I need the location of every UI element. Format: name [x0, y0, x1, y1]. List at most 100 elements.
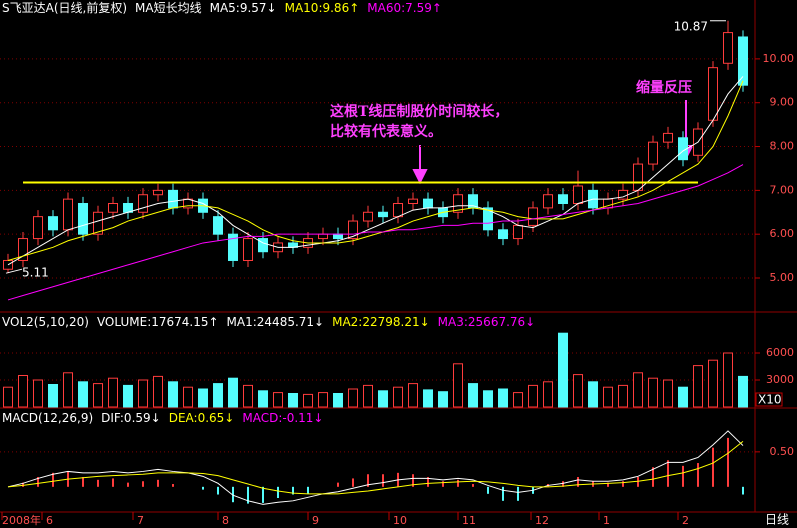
y-tick-label: 6.00	[770, 227, 795, 240]
volume-bar	[183, 386, 193, 408]
candle-body	[48, 216, 58, 231]
x-tick-label: 7	[137, 514, 144, 527]
candle-body	[63, 198, 73, 231]
volume-bar	[498, 388, 508, 408]
candle-body	[513, 224, 523, 240]
candle-body	[498, 229, 508, 240]
header-item: DEA:0.65↓	[169, 411, 235, 425]
candle-body	[738, 36, 748, 86]
volume-bar	[348, 388, 358, 408]
x-tick-label: 11	[462, 514, 476, 527]
volume-bar	[453, 363, 463, 408]
y-tick-label: 7.00	[770, 183, 795, 196]
volume-bar	[108, 377, 118, 408]
candle-body	[483, 207, 493, 231]
volume-bar	[363, 384, 373, 408]
x-tick-label: 6	[46, 514, 53, 527]
volume-bar	[93, 383, 103, 408]
volume-bar	[63, 372, 73, 408]
header-item: MA2:22798.21↓	[332, 315, 430, 329]
candle-body	[363, 211, 373, 222]
candle-body	[258, 238, 268, 253]
macd-line	[7, 430, 744, 505]
volume-bar	[558, 332, 568, 408]
volume-bar	[123, 384, 133, 408]
volume-bar	[78, 381, 88, 408]
x-tick-label: 1	[603, 514, 610, 527]
volume-bar	[588, 381, 598, 408]
volume-bar	[648, 377, 658, 408]
y-tick-label: 9.00	[770, 96, 795, 109]
volume-bar	[153, 375, 163, 408]
volume-bar	[393, 386, 403, 408]
header-item: DIF:0.59↓	[101, 411, 161, 425]
marker-leader	[5, 268, 23, 274]
volume-bar	[693, 365, 703, 408]
high-marker: 10.87	[674, 19, 708, 33]
header-item: S飞亚达A(日线,前复权)	[2, 0, 127, 15]
volume-bar	[723, 352, 733, 408]
header-item: VOLUME:17674.15↑	[97, 315, 219, 329]
x-tick-label: 10	[393, 514, 407, 527]
volume-bar	[708, 359, 718, 408]
candle-body	[558, 194, 568, 205]
macd-line	[7, 440, 744, 495]
candle-body	[333, 233, 343, 240]
candle-body	[633, 163, 643, 191]
candle-body	[3, 259, 13, 270]
scale-box	[755, 392, 783, 407]
arrow-head	[412, 169, 428, 185]
candle-body	[33, 216, 43, 240]
candle-body	[453, 194, 463, 213]
candle-body	[723, 32, 733, 64]
candle-body	[423, 198, 433, 209]
x-tick-label: 2008年	[2, 513, 41, 527]
volume-bar	[243, 384, 253, 408]
frame	[0, 0, 797, 513]
volume-bar	[543, 381, 553, 408]
candle-body	[213, 216, 223, 235]
volume-bar	[513, 392, 523, 408]
candle-body	[708, 67, 718, 121]
volume-bar	[603, 386, 613, 408]
ma-line	[7, 80, 744, 261]
candle-body	[348, 220, 358, 240]
volume-bar	[663, 379, 673, 408]
y-tick-label: 8.00	[770, 140, 795, 153]
candle-body	[168, 189, 178, 209]
volume-bar	[483, 390, 493, 408]
volume-bar	[618, 384, 628, 408]
x-tick-label: 9	[312, 514, 319, 527]
y-tick-label: 6000	[766, 346, 794, 359]
volume-bar	[423, 389, 433, 408]
volume-bar	[678, 386, 688, 408]
volume-bar	[258, 390, 268, 408]
volume-bar	[213, 383, 223, 408]
header-item: MACD(12,26,9)	[2, 411, 93, 425]
volume-bar	[138, 379, 148, 408]
volume-bar	[48, 384, 58, 408]
candle-body	[663, 132, 673, 143]
panel-header: VOL2(5,10,20) VOLUME:17674.15↑ MA1:24485.7…	[2, 315, 535, 329]
x-tick-label: 12	[535, 514, 549, 527]
volume-bar	[318, 392, 328, 408]
volume-bar	[738, 375, 748, 408]
annotation: 比较有代表意义。	[330, 123, 442, 140]
volume-bar	[408, 383, 418, 408]
panel-header: S飞亚达A(日线,前复权) MA短长均线 MA5:9.57↓ MA10:9.86↑ MA…	[2, 0, 442, 15]
candle-body	[138, 194, 148, 213]
period-label: 日线	[765, 513, 789, 527]
header-item: MA5:9.57↓	[210, 1, 277, 15]
x-tick-label: 8	[222, 514, 229, 527]
ma-line	[7, 164, 744, 301]
header-item: MA1:24485.71↓	[227, 315, 325, 329]
volume-bar	[168, 381, 178, 408]
volume-bar	[438, 391, 448, 408]
panel-header: MACD(12,26,9) DIF:0.59↓ DEA:0.65↓ MACD:-0.1…	[2, 411, 323, 425]
candle-body	[318, 233, 328, 240]
annotation: 这根T线压制股价时间较长，	[330, 103, 508, 120]
y-tick-label: 5.00	[770, 271, 795, 284]
header-item: MA短长均线	[135, 1, 202, 15]
header-item: MA60:7.59↑	[367, 1, 442, 15]
header-item: VOL2(5,10,20)	[2, 315, 89, 329]
